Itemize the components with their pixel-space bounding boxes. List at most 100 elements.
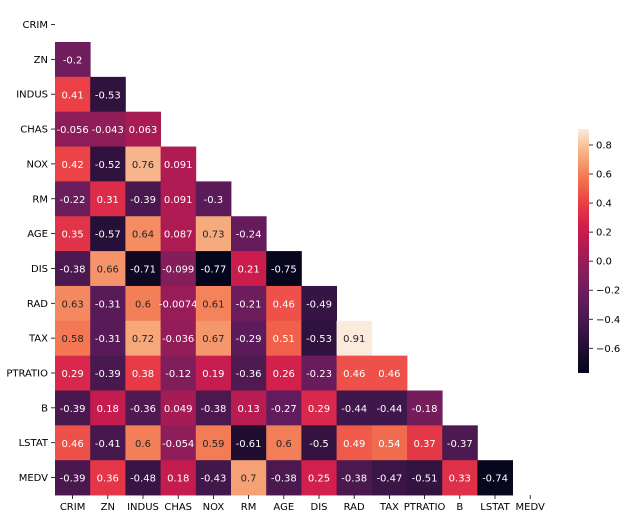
heatmap-cell — [55, 425, 91, 461]
heatmap-cell — [231, 251, 267, 287]
x-tick-label: AGE — [273, 502, 294, 513]
x-axis-tick-labels: CRIM ZN INDUS CHAS NOX RM AGE DIS RAD TAX PTRATIO B… — [60, 495, 545, 513]
cell-value-label: -0.38 — [200, 404, 226, 415]
heatmap-cell — [477, 460, 513, 496]
cell-value-label: -0.5 — [309, 439, 329, 450]
y-tick-label: PTRATIO — [6, 369, 48, 380]
cell-value-label: 0.35 — [61, 230, 83, 241]
x-tick-label: CRIM — [60, 502, 86, 513]
cell-value-label: 0.41 — [61, 90, 83, 101]
heatmap-cell — [266, 320, 302, 357]
colorbar-tick-label: 0.2 — [596, 228, 612, 239]
heatmap-cell — [55, 251, 91, 287]
cell-value-label: 0.049 — [164, 404, 193, 415]
cell-value-label: 0.58 — [61, 334, 83, 345]
heatmap-cell — [195, 285, 232, 322]
cell-value-label: -0.21 — [236, 299, 262, 310]
y-tick-label: MEDV — [19, 473, 48, 484]
heatmap-cell — [336, 320, 373, 357]
cell-value-label: 0.26 — [273, 369, 295, 380]
cell-value-label: -0.23 — [306, 369, 332, 380]
cell-value-label: 0.087 — [164, 230, 193, 241]
cell-value-label: -0.39 — [130, 195, 156, 206]
cell-value-label: 0.33 — [449, 474, 471, 485]
cell-value-label: 0.6 — [135, 439, 151, 450]
cell-value-label: 0.31 — [97, 195, 119, 206]
y-tick-label: CRIM — [22, 20, 48, 31]
heatmap-cell — [407, 425, 443, 461]
heatmap-cell — [407, 460, 443, 496]
cell-value-label: -0.44 — [376, 404, 402, 415]
heatmap-cell — [301, 390, 337, 426]
heatmap-cell — [55, 390, 91, 426]
cell-value-label: -0.043 — [92, 125, 124, 136]
heatmap-cell — [55, 285, 91, 322]
cell-value-label: -0.31 — [95, 334, 121, 345]
cell-value-label: -0.36 — [130, 404, 156, 415]
cell-value-label: 0.67 — [202, 334, 224, 345]
x-tick-label: PTRATIO — [404, 502, 446, 513]
cell-value-label: 0.29 — [61, 369, 83, 380]
heatmap-cell — [125, 111, 161, 147]
heatmap-cell — [90, 111, 126, 147]
cell-value-label: 0.46 — [343, 369, 365, 380]
colorbar-tick-label: −0.4 — [596, 315, 620, 326]
heatmap-cell — [301, 320, 337, 357]
heatmap-cell — [160, 146, 197, 182]
heatmap-cell — [231, 390, 267, 426]
y-tick-label: TAX — [28, 334, 48, 345]
cell-value-label: -0.39 — [60, 474, 86, 485]
cell-value-label: -0.74 — [482, 474, 508, 485]
y-tick-label: CHAS — [20, 125, 48, 136]
heatmap-cell — [231, 355, 267, 391]
cell-value-label: 0.76 — [132, 160, 154, 171]
cell-value-label: -0.77 — [200, 265, 226, 276]
colorbar: 0.8 0.6 0.4 0.2 0.0 −0.2 −0.4 −0.6 — [578, 129, 620, 373]
heatmap-cell — [90, 285, 126, 322]
heatmap-cell — [266, 390, 302, 426]
y-axis-tick-labels: CRIM ZN INDUS CHAS NOX RM AGE DIS RAD TAX PTRATIO B… — [6, 20, 55, 484]
heatmap-cell — [160, 390, 197, 426]
heatmap-cell — [90, 390, 126, 426]
heatmap-cell — [125, 425, 161, 461]
heatmap-cell — [160, 251, 197, 287]
heatmap-cell — [266, 425, 302, 461]
cell-value-label: -0.29 — [236, 334, 262, 345]
heatmap-cell — [90, 251, 126, 287]
cell-value-label: -0.53 — [95, 90, 121, 101]
cell-value-label: -0.036 — [162, 334, 194, 345]
cell-value-label: -0.31 — [95, 299, 121, 310]
cell-value-label: 0.46 — [61, 439, 83, 450]
cell-value-label: 0.063 — [129, 125, 158, 136]
cell-value-label: 0.091 — [164, 160, 193, 171]
cell-value-label: -0.056 — [56, 125, 88, 136]
cell-value-label: -0.2 — [63, 55, 83, 66]
heatmap-cell — [125, 216, 161, 252]
heatmap-cell — [55, 460, 91, 496]
cell-value-label: -0.57 — [95, 230, 121, 241]
x-tick-label: ZN — [101, 502, 115, 513]
x-tick-label: RM — [241, 502, 257, 513]
heatmap-cell — [266, 285, 302, 322]
cell-value-label: -0.37 — [447, 439, 473, 450]
cell-value-label: -0.39 — [60, 404, 86, 415]
cell-value-label: -0.3 — [204, 195, 224, 206]
y-tick-label: RM — [32, 194, 48, 205]
cell-value-label: -0.22 — [60, 195, 86, 206]
heatmap-cell — [160, 425, 197, 461]
cell-value-label: 0.13 — [237, 404, 259, 415]
heatmap-cell — [371, 390, 408, 426]
y-tick-label: RAD — [27, 299, 48, 310]
x-tick-label: B — [456, 502, 463, 513]
cell-value-label: -0.054 — [162, 439, 194, 450]
cell-value-label: -0.52 — [95, 160, 121, 171]
heatmap-cell — [301, 425, 337, 461]
cell-value-label: 0.73 — [202, 230, 224, 241]
heatmap-cell — [231, 320, 267, 357]
x-tick-label: MEDV — [516, 502, 545, 513]
heatmap-cell — [301, 285, 337, 322]
heatmap-cell — [90, 320, 126, 357]
cell-value-label: -0.27 — [271, 404, 297, 415]
